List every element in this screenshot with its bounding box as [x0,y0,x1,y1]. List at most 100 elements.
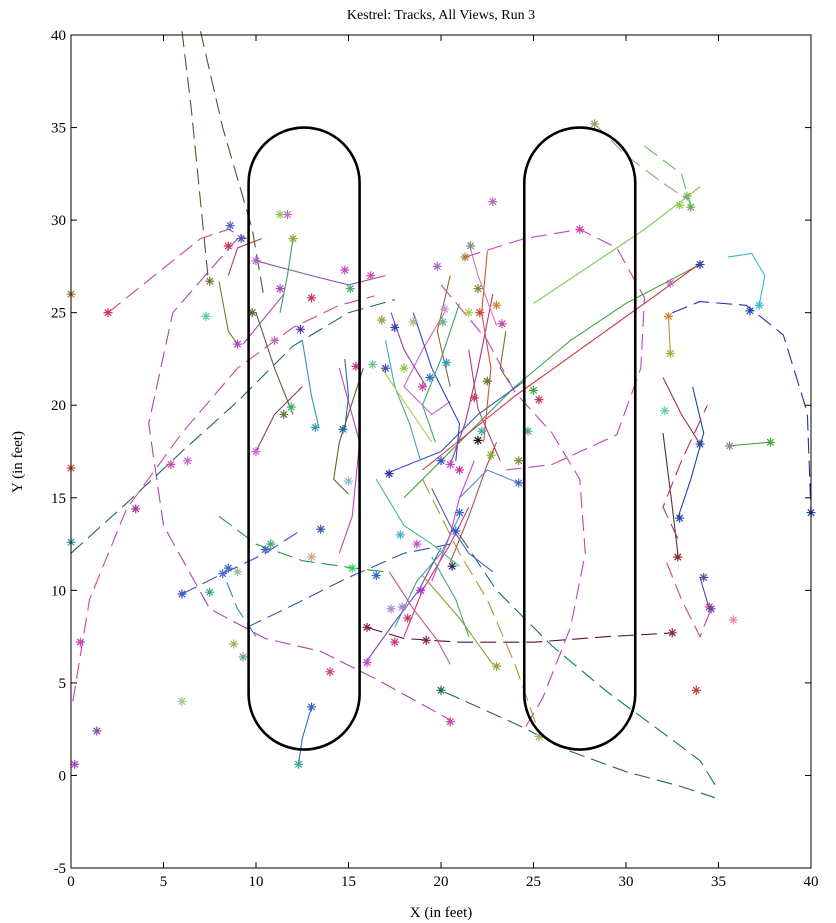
track-marker [765,437,775,447]
track-marker [497,319,507,329]
track-line [422,260,705,471]
track-line [333,368,364,495]
track-marker [691,685,701,695]
track-line [301,340,320,428]
track-marker [445,717,455,727]
track-marker [486,450,496,460]
track-marker [294,759,304,769]
track-line [662,377,701,445]
track-marker [477,426,487,436]
y-tick-label: 20 [51,398,66,414]
x-axis-label: X (in feet) [410,905,472,921]
track-line [481,251,492,443]
track-line [412,312,461,461]
track-marker [282,210,292,220]
track-marker [307,552,316,562]
track-marker [233,339,242,349]
x-tick-label: 15 [341,874,356,890]
track-marker [362,658,372,668]
track-marker [408,317,418,327]
track-marker [665,348,675,358]
track-marker [266,539,276,549]
track-marker [728,615,738,625]
track-marker [325,667,335,677]
track-marker [205,587,215,597]
y-tick-label: 0 [59,768,67,784]
track-marker [436,685,446,695]
track-marker [455,465,464,475]
track-line [222,571,257,637]
track-marker [492,300,501,310]
x-tick-label: 5 [160,874,168,890]
track-marker [371,571,381,581]
track-marker [351,361,361,371]
track-marker [70,759,80,769]
track-marker [399,363,409,373]
track-marker [754,300,764,310]
track-line [384,340,422,461]
track-line [218,515,386,573]
track-marker [440,304,450,314]
track-marker [469,393,479,403]
track-marker [534,395,544,405]
obstacle-left-pillar [247,126,361,751]
track-line [662,432,679,554]
track-line [449,441,498,563]
track-marker [403,613,413,623]
track-marker [514,478,524,488]
track-line [255,386,303,452]
track-marker [529,385,538,395]
track-marker [464,308,474,318]
track-marker [223,563,233,573]
track-line [644,145,692,208]
track-marker [103,308,113,318]
y-tick-label: 5 [59,676,67,692]
track-marker [482,376,492,386]
track-marker [384,469,394,479]
track-line [440,284,586,730]
track-marker [236,234,246,244]
track-marker [279,409,289,419]
track-marker [475,308,485,318]
track-line [533,186,701,304]
track-line [199,31,264,295]
x-tick-label: 10 [249,874,264,890]
track-marker [514,456,524,466]
markers-layer [66,119,816,769]
track-line [403,308,451,416]
track-marker [438,317,448,327]
track-marker [395,530,405,540]
track-marker [575,224,585,234]
track-marker [745,306,755,316]
track-line [459,469,519,499]
y-tick-label: 25 [51,306,66,322]
track-marker [390,637,400,647]
track-marker [233,567,242,577]
track-line [70,299,395,554]
y-tick-label: -5 [54,861,67,877]
track-marker [442,358,452,368]
track-marker [201,311,211,321]
y-axis-label: Y (in feet) [10,431,26,493]
track-line [279,238,294,313]
tracks-layer [70,31,812,799]
track-line [677,386,705,519]
track-marker [386,604,396,614]
track-marker [251,256,261,266]
track-marker [473,435,483,445]
track-line [464,228,646,471]
track-line [436,275,451,387]
track-marker [675,513,685,523]
track-marker [455,508,464,518]
track-marker [665,278,675,288]
track-line [218,281,238,345]
track-marker [270,335,279,345]
x-tick-label: 25 [526,874,541,890]
track-marker [673,552,683,562]
track-line [403,506,470,637]
track-line [107,228,248,314]
track-line [390,312,427,387]
track-line [375,479,460,567]
track-marker [340,265,350,275]
